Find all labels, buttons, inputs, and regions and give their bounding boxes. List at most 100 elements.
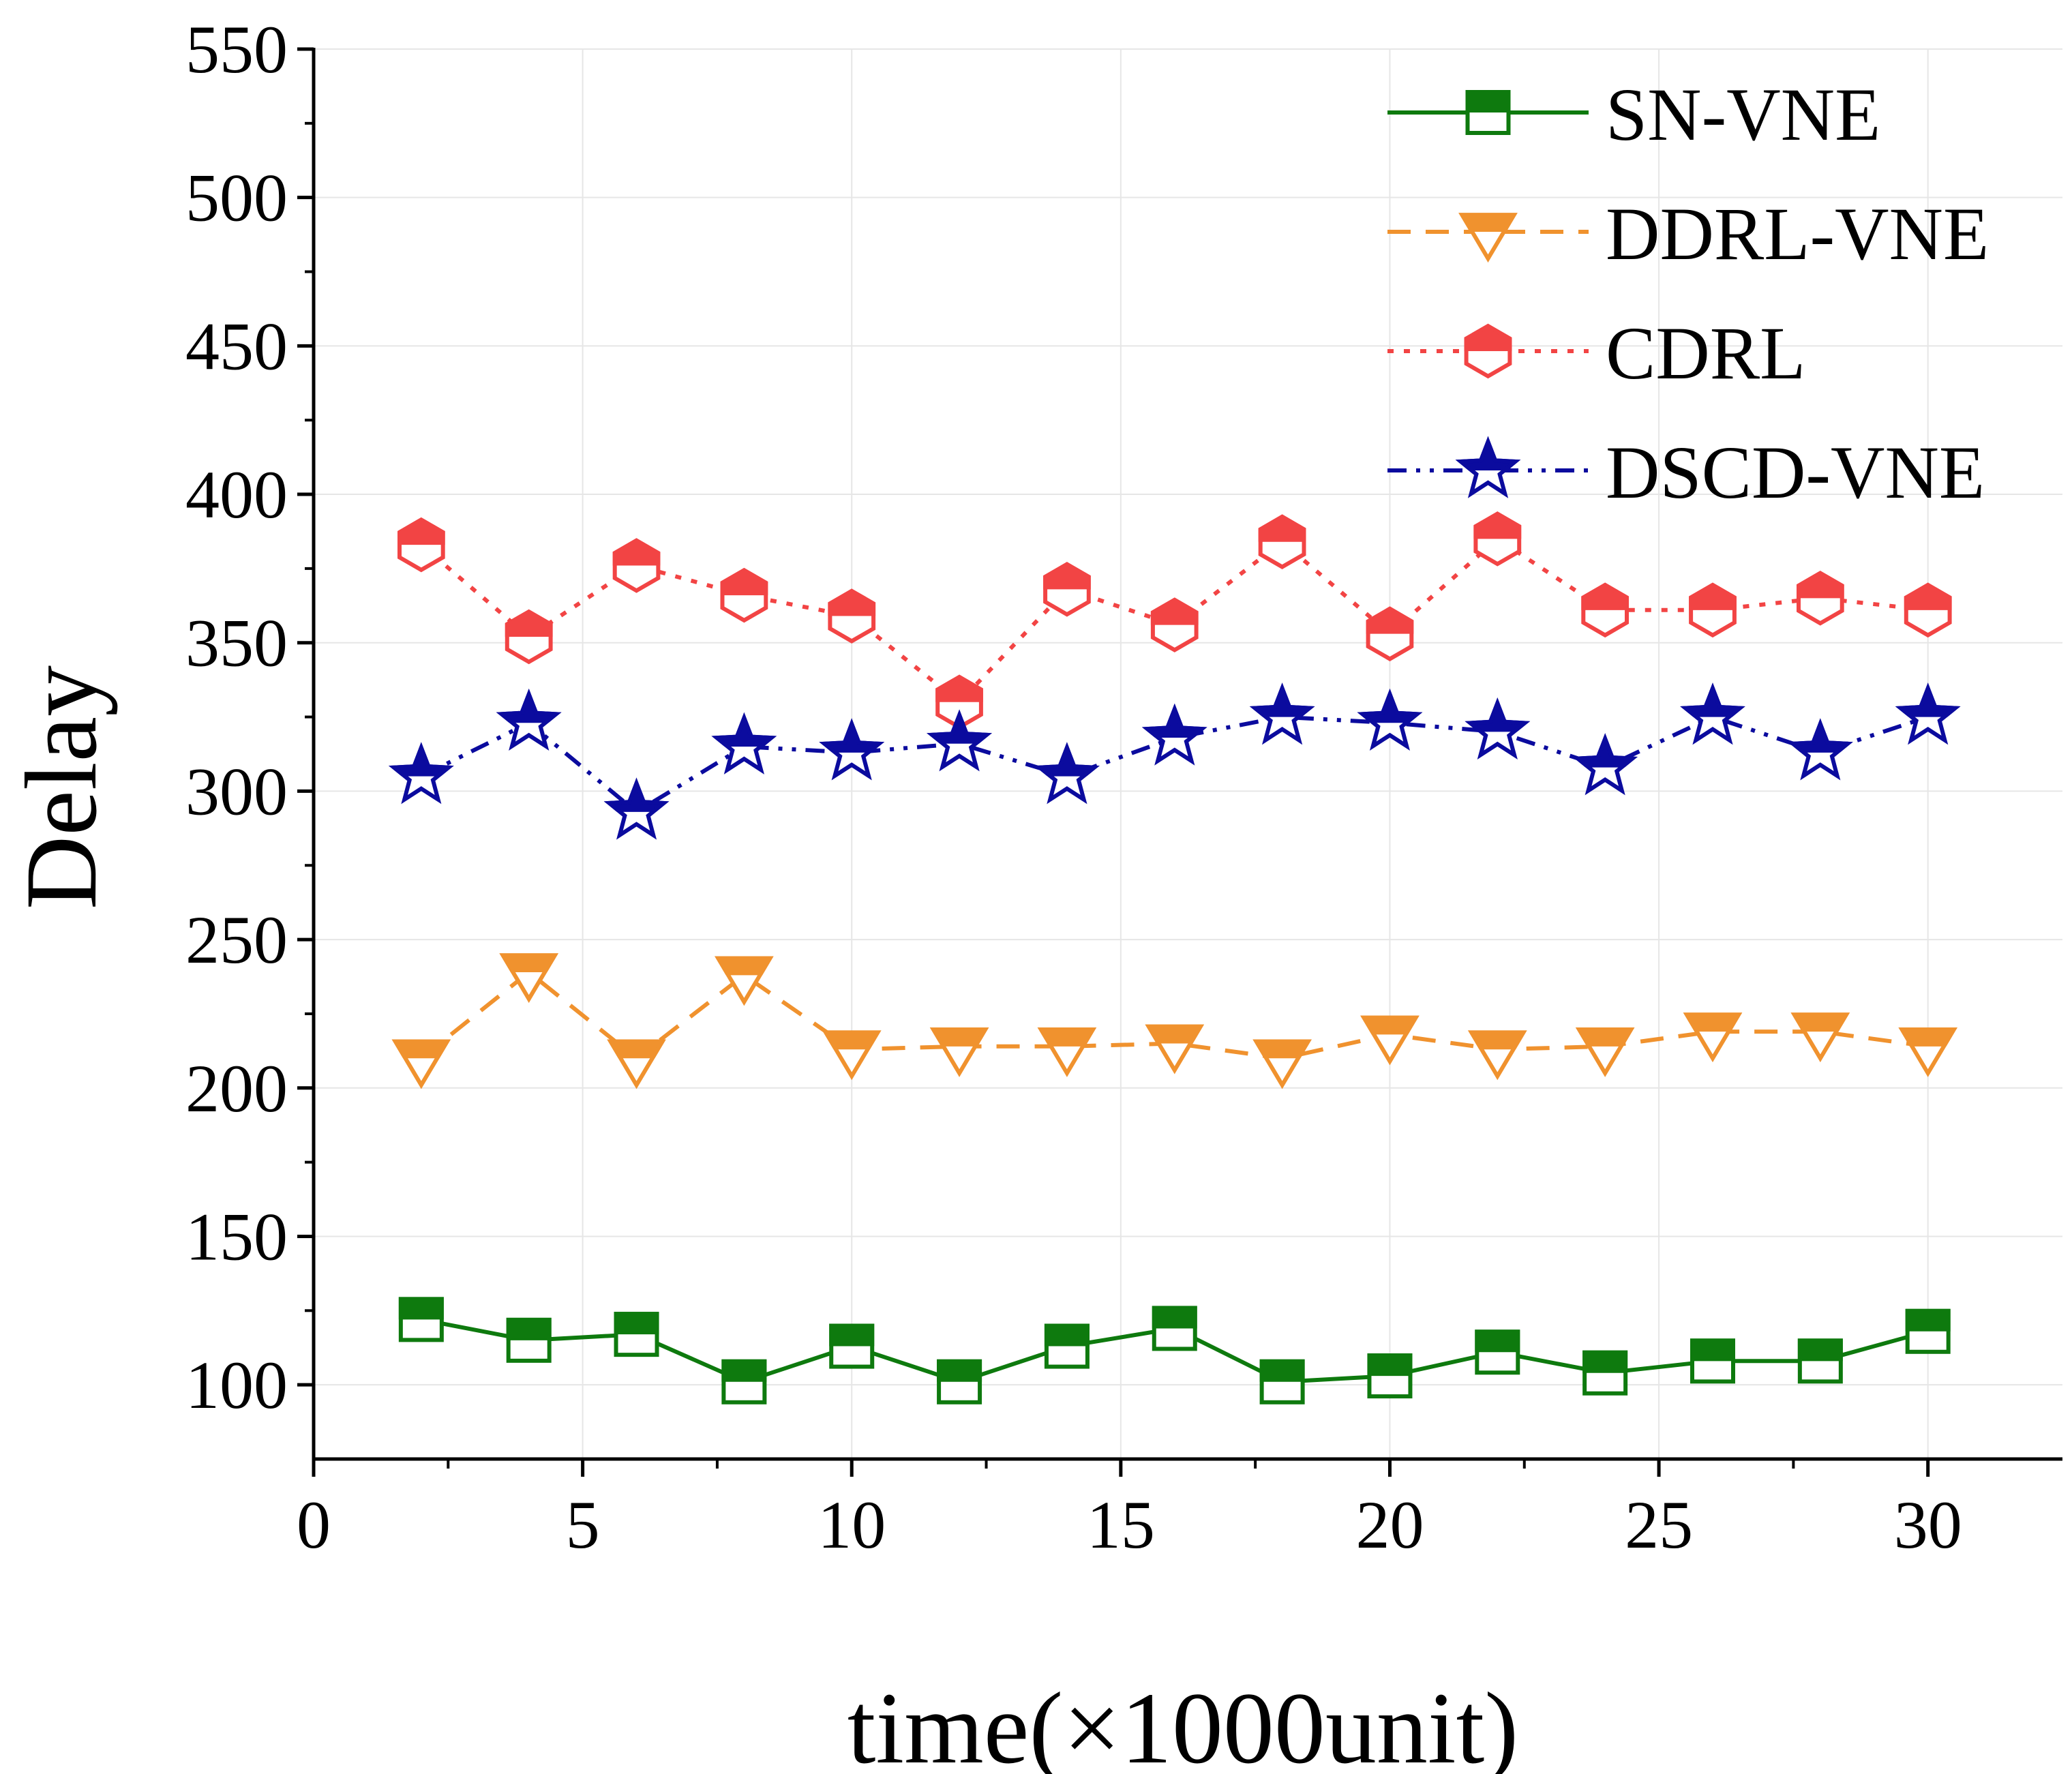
marker-fill [1357, 688, 1423, 723]
data-point [506, 1317, 552, 1363]
series-dscd-vne [388, 682, 1961, 840]
marker-fill [1366, 606, 1414, 634]
data-point [1468, 1030, 1527, 1081]
marker-fill [715, 956, 774, 976]
y-tick-label: 100 [185, 1347, 288, 1423]
marker-fill [927, 709, 992, 744]
data-point [1150, 597, 1199, 652]
data-point [711, 712, 777, 775]
data-point [1904, 582, 1952, 638]
marker-fill [1797, 1338, 1843, 1362]
y-tick-label: 500 [185, 160, 288, 236]
marker-fill [1141, 703, 1207, 738]
data-point [607, 1039, 666, 1089]
tick-labels: 100 150 200 250 300 350 400 450 500 550 0 5 10 15 20 25… [185, 12, 1962, 1563]
marker-fill [505, 609, 553, 637]
data-point [829, 1323, 875, 1369]
marker-fill [721, 1359, 767, 1382]
data-point [614, 1312, 659, 1357]
marker-fill [937, 1359, 982, 1382]
series-ddrl-vne [391, 953, 1957, 1089]
legend-label: CDRL [1606, 312, 1805, 395]
series-cdrl [397, 511, 1952, 730]
y-tick-label: 200 [185, 1051, 288, 1126]
marker-fill [1367, 1353, 1413, 1377]
marker-fill [1473, 511, 1522, 539]
marker-fill [1683, 1012, 1743, 1032]
data-point [1366, 606, 1414, 661]
marker-fill [929, 1027, 989, 1047]
axes [297, 47, 2062, 1477]
data-point [1037, 1027, 1097, 1077]
data-point [1249, 682, 1315, 745]
grid-lines [314, 48, 2062, 1459]
marker-fill [1582, 1350, 1628, 1373]
x-axis-title: time(×1000unit) [847, 1672, 1518, 1774]
data-point [398, 1297, 444, 1342]
marker-fill [822, 1030, 882, 1050]
data-point [1572, 733, 1638, 796]
marker-fill [1895, 682, 1961, 717]
marker-fill [1458, 213, 1518, 232]
marker-fill [1465, 697, 1531, 732]
data-point [1797, 571, 1844, 626]
data-point [715, 956, 774, 1006]
marker-fill [1043, 562, 1091, 590]
data-point [1258, 514, 1306, 569]
x-tick-label: 10 [817, 1487, 886, 1563]
marker-fill [1680, 682, 1745, 717]
data-point [388, 742, 454, 805]
legend-marker [1464, 323, 1512, 379]
marker-fill [1787, 718, 1853, 753]
y-tick-label: 450 [185, 308, 288, 384]
x-tick-label: 5 [566, 1487, 600, 1563]
data-point [1367, 1353, 1413, 1399]
legend: SN-VNE DDRL-VNE CDRL DSCD-VNE [1387, 73, 1989, 514]
data-point [1145, 1024, 1205, 1074]
marker-fill [1575, 1027, 1635, 1047]
marker-fill [1360, 1015, 1420, 1035]
data-point [1141, 703, 1207, 766]
x-tick-label: 0 [297, 1487, 331, 1563]
data-point [603, 777, 670, 840]
marker-fill [496, 688, 562, 723]
marker-fill [711, 712, 777, 747]
data-point [819, 718, 885, 781]
marker-fill [1689, 582, 1737, 610]
legend-label: DSCD-VNE [1606, 431, 1985, 514]
data-point [929, 1027, 989, 1077]
marker-fill [1898, 1027, 1957, 1047]
data-point [1680, 682, 1745, 745]
data-point [927, 709, 992, 772]
legend-item-ddrl-vne: DDRL-VNE [1387, 192, 1989, 275]
legend-item-cdrl: CDRL [1387, 312, 1805, 395]
marker-fill [603, 777, 670, 812]
marker-fill [1249, 682, 1315, 717]
marker-fill [1690, 1338, 1735, 1362]
data-point [499, 953, 558, 1004]
data-point [1898, 1027, 1957, 1077]
data-point [1895, 682, 1961, 745]
data-point [1689, 582, 1737, 638]
data-point [612, 538, 661, 593]
data-point [1787, 718, 1853, 781]
marker-fill [607, 1039, 666, 1059]
legend-label: DDRL-VNE [1606, 192, 1989, 275]
data-point [1152, 1306, 1197, 1351]
data-point [1259, 1359, 1305, 1404]
data-point [397, 517, 445, 573]
data-point [496, 688, 562, 751]
marker-fill [499, 953, 558, 972]
legend-marker [1465, 90, 1511, 135]
data-point [1790, 1012, 1850, 1063]
x-tick-label: 15 [1087, 1487, 1155, 1563]
marker-fill [1465, 90, 1511, 112]
legend-label: SN-VNE [1606, 73, 1880, 156]
data-point [1043, 562, 1091, 617]
marker-fill [1150, 597, 1199, 625]
marker-fill [1034, 742, 1100, 777]
y-axis-title: Delay [5, 665, 118, 909]
marker-fill [720, 567, 768, 596]
data-point [1252, 1039, 1312, 1089]
data-point [1475, 1329, 1520, 1375]
